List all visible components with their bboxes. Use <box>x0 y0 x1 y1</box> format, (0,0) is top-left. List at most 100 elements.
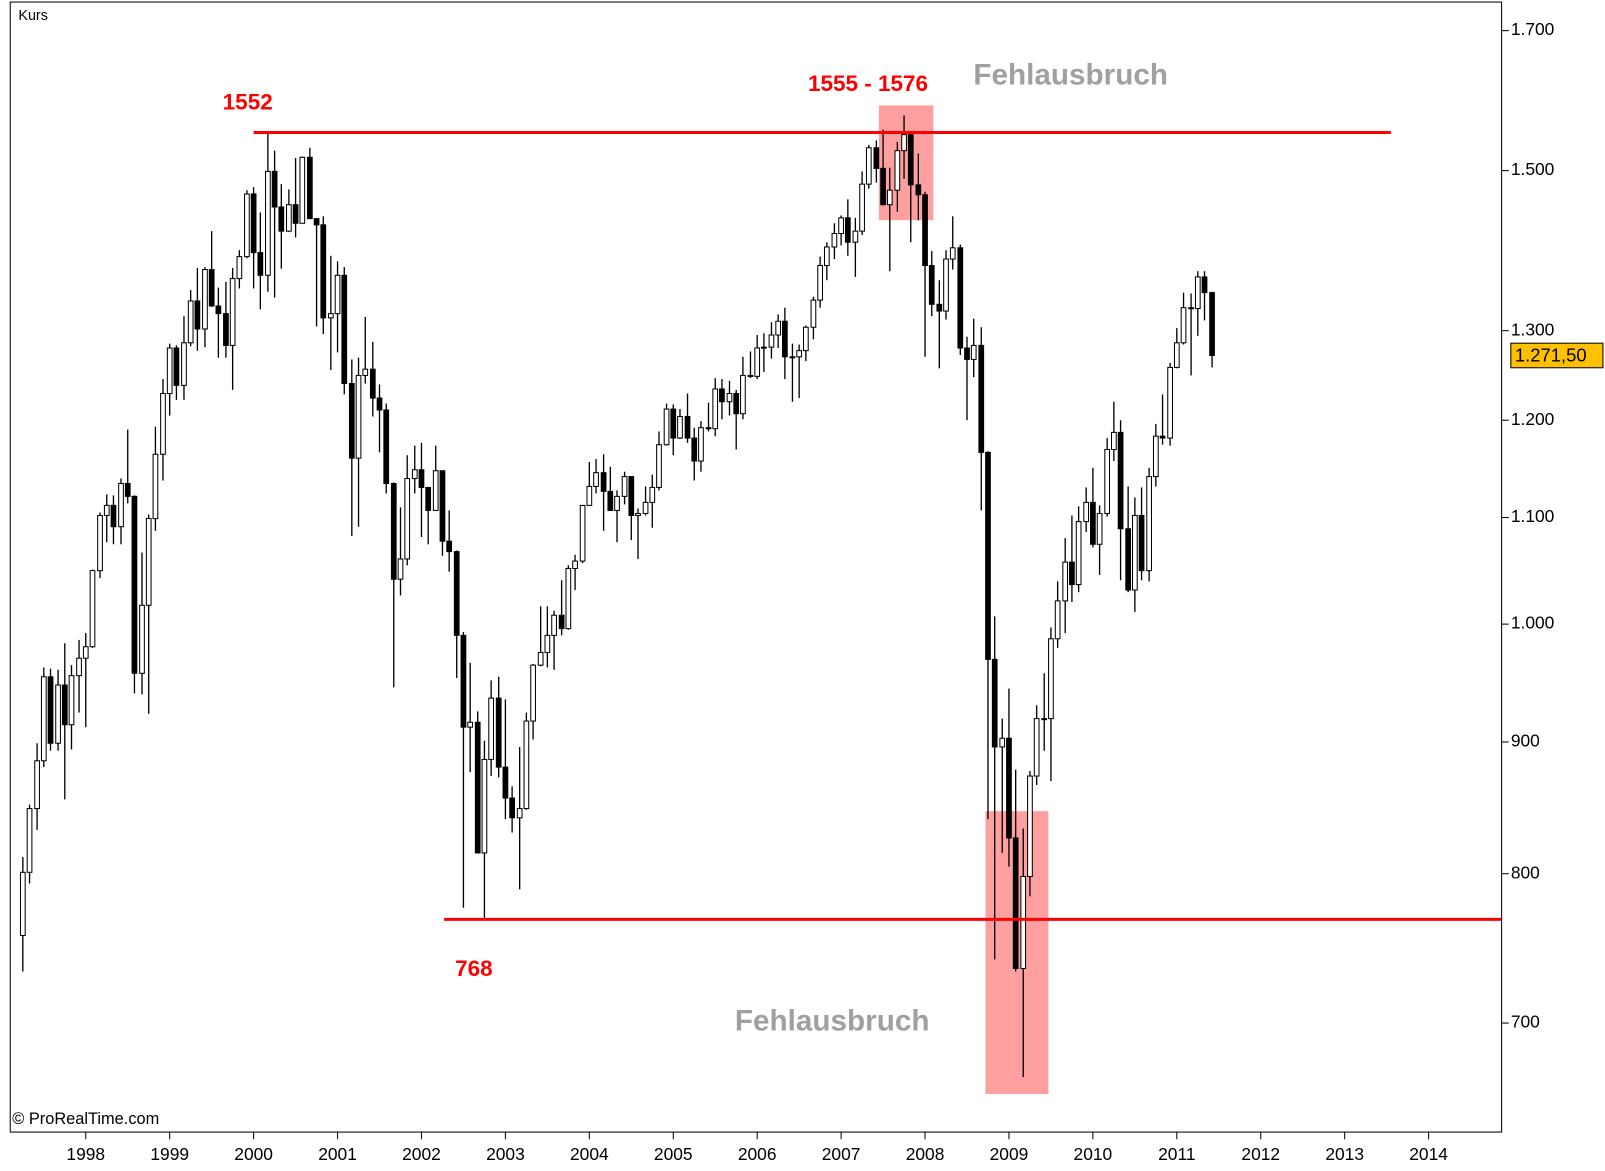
candle-body <box>76 657 82 677</box>
x-tick-label: 2011 <box>1158 1144 1195 1164</box>
annotation: 1552 <box>223 89 273 114</box>
candle-body <box>831 232 838 248</box>
candle-body <box>425 486 432 511</box>
candle-body <box>943 258 949 312</box>
candle-body <box>19 871 26 937</box>
candle-body <box>334 274 341 315</box>
candle-body <box>341 274 348 385</box>
candle-body <box>89 570 96 648</box>
candle-body <box>1096 512 1103 545</box>
annotation: 1555 - 1576 <box>808 71 928 96</box>
candle-body <box>642 501 649 514</box>
candle-body <box>68 675 75 726</box>
candle-body <box>229 278 236 346</box>
candle-body <box>26 808 33 873</box>
candle-body <box>160 392 166 455</box>
candle-body <box>901 134 907 152</box>
candle-body <box>376 397 383 411</box>
candle-body <box>754 347 761 377</box>
x-tick-label: 2003 <box>486 1144 525 1164</box>
candle-body <box>761 346 767 349</box>
candle-body <box>985 451 991 660</box>
candle-body <box>244 193 250 258</box>
candle-body <box>894 150 901 191</box>
candle-body <box>418 469 425 488</box>
candle-body <box>873 147 880 169</box>
candle-body <box>1152 435 1159 478</box>
candle-body <box>502 766 509 799</box>
candle-body <box>544 634 551 653</box>
candle-body <box>656 444 662 488</box>
candle-body <box>208 269 215 307</box>
candle-body <box>313 218 320 226</box>
candle-body <box>1180 307 1187 344</box>
candle-body <box>1188 307 1194 310</box>
candle-body <box>978 344 985 453</box>
source: © ProRealTime.com <box>12 1110 159 1128</box>
candle-body <box>97 514 103 572</box>
candle-body <box>768 334 775 348</box>
candle-body <box>271 170 278 208</box>
candle-body <box>970 344 977 360</box>
candle-body <box>991 658 998 748</box>
candle-body <box>1062 561 1069 602</box>
candle-body <box>1048 638 1054 720</box>
candle-body <box>348 383 355 459</box>
candle-body <box>880 167 886 206</box>
candle-body <box>369 368 376 399</box>
candle-body <box>670 408 677 439</box>
candle-body <box>355 374 362 459</box>
candle-body <box>712 388 719 430</box>
candle-body <box>1209 292 1215 356</box>
candle-body <box>530 664 536 722</box>
candle-body <box>838 217 844 235</box>
candle-body <box>131 495 138 674</box>
candle-body <box>47 676 54 744</box>
candle-body <box>286 204 292 232</box>
candle-body <box>118 482 124 528</box>
candle-body <box>886 189 893 206</box>
candle-body <box>257 252 264 276</box>
plot-frame <box>9 1 1503 1133</box>
candle-body <box>823 246 830 267</box>
candle-body <box>166 347 173 395</box>
candle-body <box>621 476 628 497</box>
annotation: 768 <box>455 956 493 981</box>
candle-body <box>1104 448 1111 514</box>
candle-body <box>705 427 712 430</box>
candle-body <box>558 614 565 630</box>
x-tick-label: 2001 <box>318 1144 357 1164</box>
candle-body <box>789 356 796 359</box>
candle-body <box>1146 476 1152 572</box>
candle-body <box>139 604 145 674</box>
candle-body <box>1131 514 1138 591</box>
candle-body <box>964 347 970 360</box>
candle-body <box>740 374 746 415</box>
candle-body <box>1201 276 1208 294</box>
candle-body <box>362 368 369 376</box>
candle-body <box>677 415 683 439</box>
candle-body <box>439 470 446 542</box>
candle-body <box>327 313 334 319</box>
candle-body <box>1173 342 1180 368</box>
candle-body <box>404 478 411 560</box>
candle-body <box>1159 435 1166 439</box>
candle-body <box>411 469 418 480</box>
candle-body <box>782 320 788 358</box>
candle-body <box>859 183 865 232</box>
candle-body <box>103 504 110 517</box>
candle-body <box>915 184 922 196</box>
x-tick-label: 2002 <box>402 1144 441 1164</box>
candle-body <box>40 676 47 762</box>
candle-body <box>796 350 803 358</box>
candle-body <box>453 551 460 636</box>
candle-body <box>593 472 599 487</box>
candle-body <box>1020 876 1027 970</box>
candle-body <box>152 453 159 520</box>
candle-body <box>1054 600 1061 640</box>
candle-body <box>775 320 782 336</box>
x-tick-label: 2004 <box>570 1144 609 1164</box>
x-tick-label: 2009 <box>990 1144 1029 1164</box>
candle-body <box>523 720 530 810</box>
